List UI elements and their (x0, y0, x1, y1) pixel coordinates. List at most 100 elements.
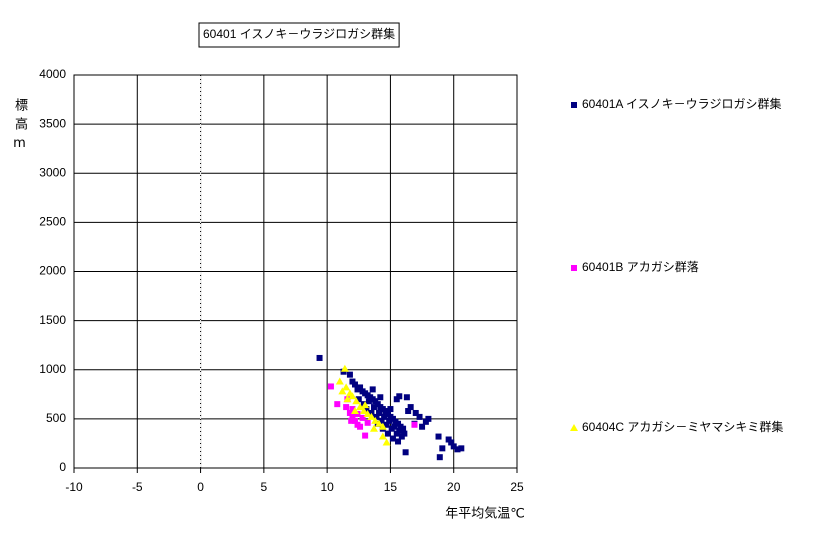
point (400, 425, 407, 432)
point (375, 419, 384, 427)
point (381, 413, 388, 420)
point (316, 354, 323, 361)
point (348, 417, 355, 424)
x-tick-label: 0 (197, 480, 204, 494)
point (378, 432, 387, 440)
point (357, 384, 364, 391)
x-tick-label: 10 (320, 480, 334, 494)
point (376, 409, 383, 416)
point (356, 403, 365, 411)
point (419, 423, 426, 430)
point (335, 377, 344, 385)
point (416, 413, 423, 420)
point (370, 404, 377, 411)
y-tick-label: 1500 (39, 313, 66, 327)
point (349, 406, 356, 413)
plot-border (73, 74, 518, 469)
point (350, 407, 359, 415)
point (402, 449, 409, 456)
point (334, 401, 341, 408)
point (373, 413, 380, 420)
point (425, 415, 432, 422)
point (407, 404, 414, 411)
point (378, 422, 387, 430)
point (435, 433, 442, 440)
point (351, 381, 358, 388)
point (348, 392, 357, 400)
x-tick-label: -5 (132, 480, 143, 494)
point (371, 416, 380, 424)
y-tick-label: 4000 (39, 67, 66, 81)
point (346, 371, 353, 378)
legend-marker (571, 265, 577, 271)
point (387, 406, 394, 413)
point (383, 421, 390, 428)
point (377, 394, 384, 401)
legend-marker (570, 424, 578, 431)
point (448, 439, 455, 446)
point (450, 443, 457, 450)
point (393, 430, 400, 437)
point (393, 396, 400, 403)
point (346, 409, 353, 416)
point (386, 417, 393, 424)
point (403, 394, 410, 401)
point (359, 414, 366, 421)
point (367, 412, 376, 420)
point (405, 408, 412, 415)
point (349, 413, 356, 420)
x-tick-label: 25 (510, 480, 524, 494)
chart-title: 60401 イスノキ－ウラジロガシ群集 (203, 26, 395, 41)
point (439, 445, 446, 452)
point (369, 424, 378, 432)
point (343, 404, 350, 411)
x-tick-label: 5 (261, 480, 268, 494)
point (411, 421, 418, 428)
title-box (198, 22, 400, 48)
y-tick-label: 1000 (39, 362, 66, 376)
point (395, 438, 402, 445)
point (351, 417, 358, 424)
legend-label: 60401A イスノキ－ウラジロガシ群集 (582, 96, 781, 111)
point (369, 386, 376, 393)
point (365, 398, 372, 405)
point (398, 433, 405, 440)
point (327, 383, 334, 390)
point (454, 446, 461, 453)
point (436, 454, 443, 461)
y-tick-label: 2000 (39, 264, 66, 278)
x-tick-label: -10 (65, 480, 83, 494)
x-tick-label: 20 (447, 480, 461, 494)
y-tick-label: 3000 (39, 165, 66, 179)
point (352, 397, 361, 405)
point (338, 387, 347, 395)
point (389, 435, 396, 442)
point (361, 401, 370, 409)
x-tick-label: 15 (384, 480, 398, 494)
y-tick-label: 500 (46, 411, 66, 425)
point (388, 425, 395, 432)
legend-label: 60401B アカガシ群落 (582, 260, 699, 274)
point (355, 396, 362, 403)
y-tick-label: 3500 (39, 116, 66, 130)
point (378, 417, 385, 424)
point (343, 395, 352, 403)
legend-marker (571, 102, 577, 108)
point (363, 406, 370, 413)
point (340, 364, 349, 372)
y-tick-label: 2500 (39, 215, 66, 229)
point (364, 419, 371, 426)
point (382, 438, 391, 446)
y-axis-label: 標高m (12, 98, 27, 157)
legend-label: 60404C アカガシ－ミヤマシキミ群集 (582, 419, 783, 434)
point (362, 432, 369, 439)
x-axis-label: 年平均気温℃ (445, 505, 525, 520)
y-tick-label: 0 (59, 460, 66, 474)
point (357, 423, 364, 430)
point (384, 430, 391, 437)
point (458, 445, 465, 452)
point (363, 409, 372, 417)
point (342, 383, 351, 391)
